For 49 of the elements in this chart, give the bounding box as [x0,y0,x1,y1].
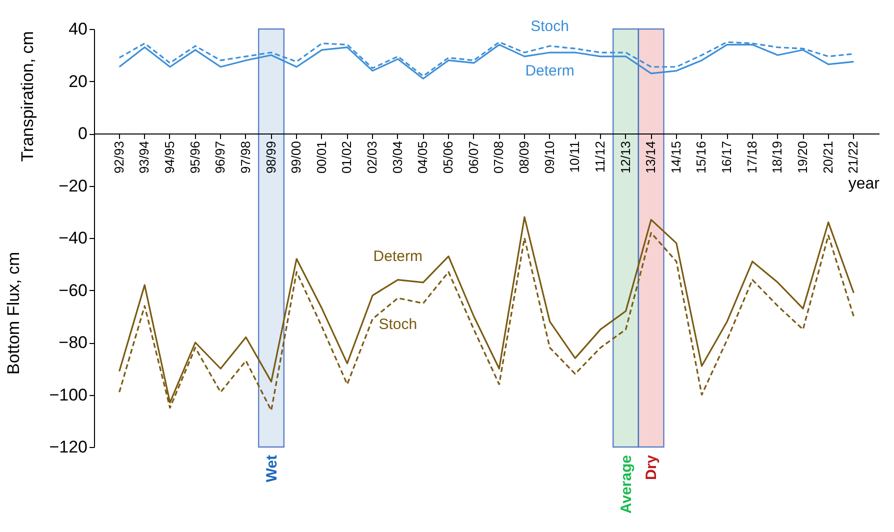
x-tick-label: 09/10 [542,141,557,174]
x-tick-label: 21/22 [846,141,861,174]
series-label: Determ [373,248,422,265]
x-tick-label: 04/05 [415,141,430,174]
x-tick-label: 12/13 [618,141,633,174]
x-tick-label: 06/07 [466,141,481,174]
x-tick-label: 05/06 [440,141,456,174]
x-tick-label: 97/98 [238,141,253,174]
x-tick-label: 01/02 [339,141,354,174]
band-label: Dry [643,454,660,480]
y-tick-label: −40 [58,228,88,248]
x-tick-label: 95/96 [187,141,202,174]
y-axis-title: Transpiration, cm [18,31,38,162]
band-label: Wet [263,455,280,482]
y-tick-label: −60 [58,280,88,300]
y-tick-label: −80 [58,333,88,352]
x-tick-label: 93/94 [136,141,152,174]
x-tick-label: 18/19 [770,141,785,174]
series-label: Stoch [378,316,418,334]
x-tick-label: 98/99 [263,141,278,174]
text: Bottom Flux, cm [4,252,23,375]
x-tick-label: 08/09 [516,141,532,174]
x-tick-label: 99/00 [288,141,304,174]
y-tick-label: 0 [78,124,88,143]
x-tick-label: 14/15 [668,141,684,174]
x-axis-title: year [848,176,880,193]
y-tick-label: −120 [49,438,88,456]
x-tick-label: 16/17 [719,141,734,174]
x-tick-label: 13/14 [643,141,658,174]
x-tick-label: 02/03 [364,141,380,174]
x-tick-label: 00/01 [314,141,329,174]
y-tick-label: 40 [68,20,88,38]
x-tick-label: 03/04 [390,141,405,174]
y-tick-label: 20 [68,72,88,91]
x-tick-label: 07/08 [491,141,506,174]
series-label: Stoch [530,18,569,35]
x-tick-label: 96/97 [212,141,228,174]
x-tick-label: 20/21 [820,141,836,174]
series-label: Determ [525,62,574,80]
x-tick-label: 94/95 [162,141,177,174]
band-label: Average [618,455,635,514]
y-tick-label: −100 [49,385,88,404]
y-tick-label: −20 [58,176,88,196]
x-tick-label: 17/18 [744,141,760,174]
x-tick-label: 10/11 [567,141,582,173]
x-tick-label: 11/12 [592,141,608,173]
x-tick-label: 19/20 [795,141,810,174]
x-tick-label: 15/16 [694,141,709,174]
x-tick-label: 92/93 [111,141,126,174]
